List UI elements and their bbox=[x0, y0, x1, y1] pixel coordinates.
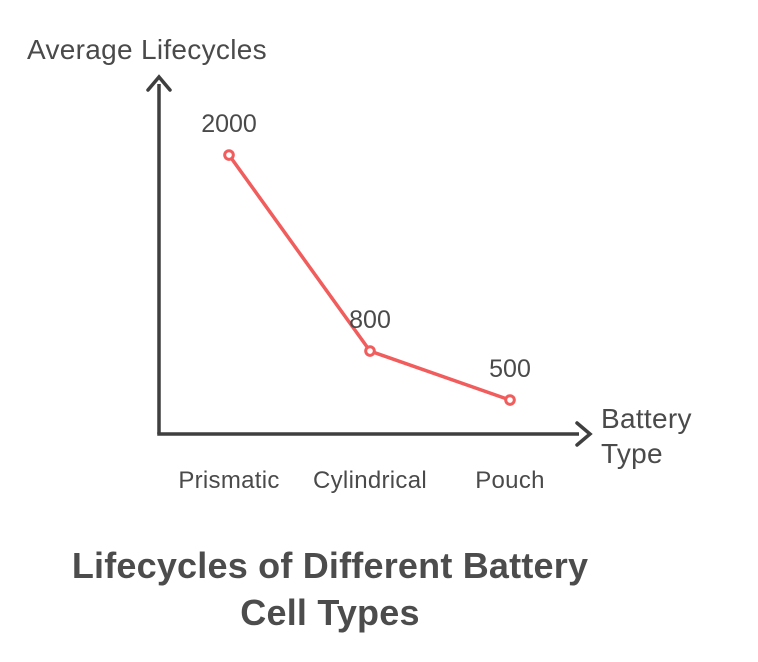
series-line bbox=[227, 153, 512, 402]
data-point-prismatic bbox=[223, 149, 235, 161]
category-label-pouch: Pouch bbox=[475, 467, 545, 494]
x-axis-arrow-icon bbox=[575, 421, 593, 447]
value-label-cylindrical: 800 bbox=[349, 306, 391, 334]
chart-title: Lifecycles of Different Battery Cell Typ… bbox=[71, 545, 589, 633]
value-label-pouch: 500 bbox=[489, 355, 531, 383]
y-axis-label: Average Lifecycles bbox=[27, 34, 267, 65]
value-label-prismatic: 2000 bbox=[201, 110, 257, 138]
y-axis-arrow-icon bbox=[146, 74, 172, 92]
data-point-pouch bbox=[504, 394, 516, 406]
x-axis-label: Battery Type bbox=[601, 403, 692, 469]
data-point-cylindrical bbox=[364, 345, 376, 357]
category-label-cylindrical: Cylindrical bbox=[313, 467, 427, 494]
category-label-prismatic: Prismatic bbox=[178, 467, 279, 494]
